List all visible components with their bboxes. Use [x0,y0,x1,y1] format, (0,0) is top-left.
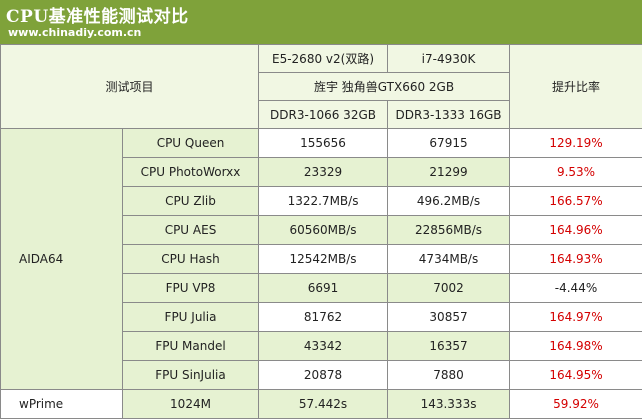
row-value-a: 43342 [259,332,388,361]
table-row: wPrime 1024M 57.442s 143.333s 59.92% [1,390,642,419]
header-test-item: 测试项目 [1,45,259,129]
row-gain: 129.19% [510,129,642,158]
row-name: 1024M [123,390,259,419]
site-url: www.chinadiy.com.cn [8,26,141,39]
row-name: CPU Zlib [123,187,259,216]
row-name: FPU VP8 [123,274,259,303]
row-gain: 9.53% [510,158,642,187]
row-value-a: 155656 [259,129,388,158]
row-name: CPU AES [123,216,259,245]
row-value-a: 57.442s [259,390,388,419]
table-row: AIDA64 CPU Queen 155656 67915 129.19% [1,129,642,158]
row-name: CPU Hash [123,245,259,274]
page-title: CPU基准性能测试对比 [6,2,189,27]
row-name: FPU Mandel [123,332,259,361]
row-value-b: 21299 [388,158,510,187]
row-value-b: 30857 [388,303,510,332]
row-value-b: 496.2MB/s [388,187,510,216]
header-cpu-b: i7-4930K [388,45,510,73]
row-gain: -4.44% [510,274,642,303]
header-ram-a: DDR3-1066 32GB [259,101,388,129]
row-name: CPU PhotoWorxx [123,158,259,187]
row-value-a: 60560MB/s [259,216,388,245]
group-wprime: wPrime [1,390,123,419]
row-gain: 164.98% [510,332,642,361]
row-gain: 164.96% [510,216,642,245]
row-value-a: 81762 [259,303,388,332]
header-cpu-a: E5-2680 v2(双路) [259,45,388,73]
row-name: FPU SinJulia [123,361,259,390]
header-banner: CPU基准性能测试对比 www.chinadiy.com.cn [0,0,642,44]
row-value-b: 16357 [388,332,510,361]
row-value-b: 7002 [388,274,510,303]
group-aida64: AIDA64 [1,129,123,390]
row-value-a: 23329 [259,158,388,187]
row-gain: 164.93% [510,245,642,274]
row-gain: 164.97% [510,303,642,332]
header-ram-b: DDR3-1333 16GB [388,101,510,129]
row-value-b: 143.333s [388,390,510,419]
row-value-a: 6691 [259,274,388,303]
row-value-b: 4734MB/s [388,245,510,274]
benchmark-table: 测试项目 E5-2680 v2(双路) i7-4930K 提升比率 旌宇 独角兽… [0,44,642,419]
row-value-b: 22856MB/s [388,216,510,245]
row-value-a: 1322.7MB/s [259,187,388,216]
row-value-a: 20878 [259,361,388,390]
header-gain: 提升比率 [510,45,642,129]
row-name: FPU Julia [123,303,259,332]
row-gain: 164.95% [510,361,642,390]
row-value-b: 7880 [388,361,510,390]
row-value-b: 67915 [388,129,510,158]
header-gpu: 旌宇 独角兽GTX660 2GB [259,73,510,101]
row-gain: 59.92% [510,390,642,419]
row-name: CPU Queen [123,129,259,158]
row-gain: 166.57% [510,187,642,216]
row-value-a: 12542MB/s [259,245,388,274]
